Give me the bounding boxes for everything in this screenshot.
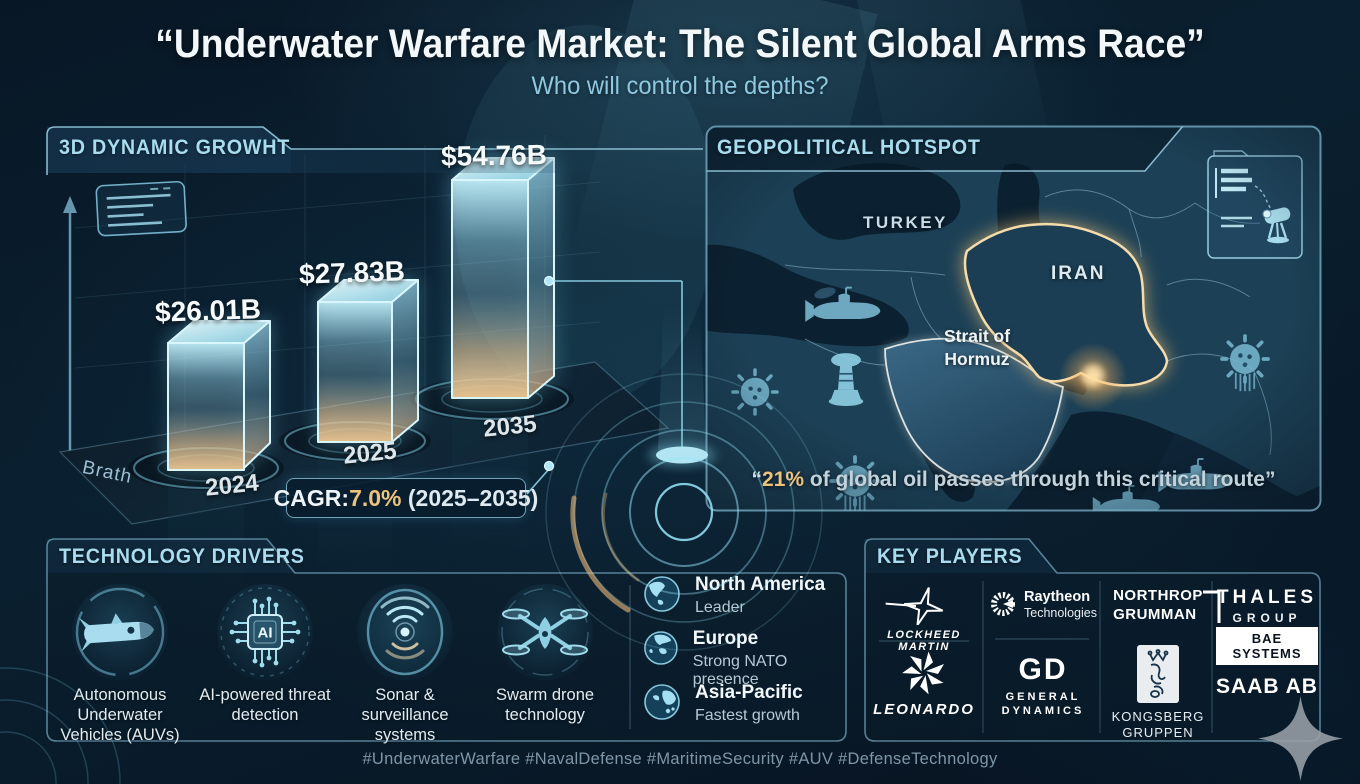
oil-route-quote: “21% of global oil passes through this c… [751, 468, 1276, 491]
label-strait-of-hormuz: Strait of Hormuz [943, 326, 1011, 369]
label-turkey: TURKEY [863, 213, 948, 232]
region-name: Asia-Pacific [695, 682, 803, 703]
cagr-prefix: CAGR: [273, 484, 350, 511]
map-panel-title: GEOPOLITICAL HOTSPOT [717, 136, 981, 159]
growth-panel-title: 3D DYNAMIC GROWHT [59, 136, 291, 159]
label-iran: IRAN [1051, 263, 1106, 284]
tech-item-ai: AI AI-powered threat detection [190, 584, 340, 725]
region-desc: Strong NATO presence [692, 652, 788, 688]
page-subtitle: Who will control the depths? [531, 72, 829, 100]
logo-thales: THALES GROUP [1217, 587, 1317, 625]
key-players-panel: KEY PLAYERS LOCKHEED MARTIN Raytheon Tec… [863, 537, 1322, 745]
globe-americas-icon [644, 576, 680, 612]
region-name: Europe [692, 628, 759, 649]
region-asia-pacific: Asia-Pacific Fastest growth [643, 682, 803, 725]
bar-value-2024: $26.01B [154, 293, 262, 328]
tech-panel-title: TECHNOLOGY DRIVERS [59, 545, 305, 568]
ai-chip-icon: AI [217, 584, 313, 680]
sonar-icon [357, 584, 453, 680]
bar-2035 [451, 157, 555, 399]
growth-panel-tab: 3D DYNAMIC GROWHT [45, 125, 707, 177]
globe-europe-icon [644, 631, 678, 665]
bar-value-2025: $27.83B [298, 255, 406, 290]
geopolitical-panel: GEOPOLITICAL HOTSPOT TURKEY IRAN Strait … [705, 125, 1322, 512]
tech-item-label: AI-powered threat detection [199, 686, 331, 725]
tech-item-sonar: Sonar & surveillance systems [330, 584, 480, 745]
region-north-america: North America Leader [643, 574, 826, 617]
kongsberg-crest-icon [1137, 645, 1179, 703]
bar-2024 [167, 320, 271, 471]
region-europe: Europe Strong NATO presence [643, 628, 848, 689]
page-title: “Underwater Warfare Market: The Silent G… [155, 22, 1205, 66]
leonardo-pinwheel-icon [902, 651, 944, 695]
tech-item-auv: Autonomous Underwater Vehicles (AUVs) [45, 584, 195, 745]
tech-item-label: Swarm drone technology [495, 686, 595, 725]
middle-east-map [705, 125, 1322, 512]
growth-tab-shape [46, 126, 703, 175]
players-panel-frame [864, 538, 1321, 742]
northrop-bracket [1202, 590, 1221, 623]
bar-value-2035: $54.76B [440, 139, 548, 172]
region-desc: Leader [695, 598, 745, 616]
logo-kongsberg: KONGSBERG GRUPPEN [1108, 645, 1208, 742]
logo-bae-systems: BAE SYSTEMS [1216, 627, 1318, 665]
cagr-value: 7.0% [349, 484, 402, 511]
logo-general-dynamics: GD GENERAL DYNAMICS [1001, 653, 1085, 718]
y-axis-arrow [63, 196, 77, 452]
tech-item-drone: Swarm drone technology [470, 584, 620, 725]
logo-saab: SAAB AB [1216, 675, 1318, 698]
logo-leonardo: LEONARDO [869, 649, 979, 718]
hud-data-card [95, 180, 187, 237]
map-tab-fill [706, 126, 1183, 171]
auv-icon [72, 584, 168, 680]
raytheon-sunburst-icon [991, 592, 1015, 617]
bar-2025 [317, 279, 419, 443]
drone-icon [497, 584, 593, 680]
globe-asia-icon [644, 684, 680, 720]
sparkle-icon [1258, 696, 1343, 781]
players-panel-title: KEY PLAYERS [877, 545, 1023, 568]
region-desc: Fastest growth [695, 706, 800, 724]
ai-chip-text: AI [258, 625, 273, 642]
logo-northrop-grumman: NORTHROP GRUMMAN [1108, 587, 1221, 625]
tech-item-label: Autonomous Underwater Vehicles (AUVs) [60, 686, 180, 745]
logo-lockheed-martin: LOCKHEED MARTIN [869, 581, 979, 653]
tech-item-label: Sonar & surveillance systems [361, 686, 449, 745]
lockheed-star-icon [885, 587, 944, 625]
footer-hashtags: #UnderwaterWarfare #NavalDefense #Mariti… [362, 750, 998, 768]
region-name: North America [695, 574, 826, 595]
cagr-callout: CAGR: 7.0% (2025–2035) [274, 478, 538, 518]
technology-drivers-panel: TECHNOLOGY DRIVERS Autonomous Underwater [45, 537, 848, 745]
cagr-range: (2025–2035) [401, 484, 539, 511]
logo-raytheon: Raytheon Technologies [989, 589, 1097, 620]
